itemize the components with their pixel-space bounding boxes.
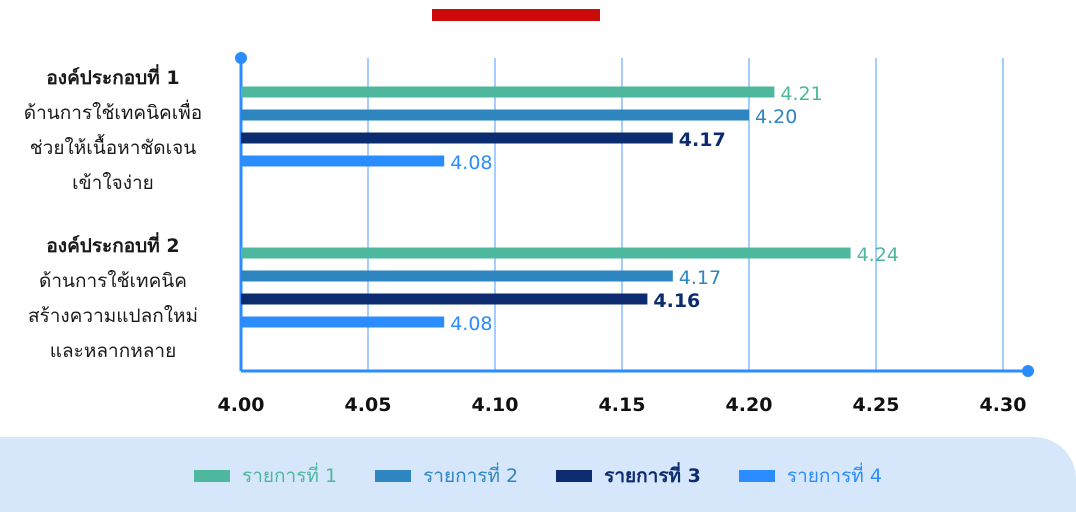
category-label-2: องค์ประกอบที่ 2 ด้านการใช้เทคนิค สร้างคว…	[0, 229, 226, 369]
legend-label-1: รายการที่ 1	[242, 465, 338, 487]
category-label-1: องค์ประกอบที่ 1 ด้านการใช้เทคนิคเพื่อ ช่…	[0, 61, 226, 201]
x-tick-label-4.10: 4.10	[472, 394, 519, 416]
legend-label-3: รายการที่ 3	[604, 465, 701, 487]
category-2-line-1: องค์ประกอบที่ 2	[46, 235, 180, 257]
x-axis-end-dot	[1022, 365, 1034, 377]
bar-series3-cat1	[241, 132, 673, 144]
legend-swatch-3	[556, 470, 593, 482]
bar-series3-cat2	[241, 293, 648, 305]
legend-item-3: รายการที่ 3	[556, 465, 701, 487]
value-label-series2-cat2: 4.17	[679, 267, 721, 289]
bar-series4-cat2	[241, 316, 445, 328]
category-1-line-4: เข้าใจง่าย	[72, 172, 154, 194]
category-2-line-2: ด้านการใช้เทคนิค	[39, 270, 187, 292]
category-2-line-4: และหลากหลาย	[49, 340, 177, 362]
value-label-series4-cat1: 4.08	[450, 152, 492, 174]
category-1-line-3: ช่วยให้เนื้อหาชัดเจน	[29, 137, 197, 159]
x-tick-label-4.30: 4.30	[980, 394, 1027, 416]
category-2-line-3: สร้างความแปลกใหม่	[27, 305, 199, 327]
legend-item-1: รายการที่ 1	[194, 465, 337, 487]
bar-chart: 4.00 4.05 4.10 4.15 4.20 4.25 4.30 4.21 4.24 4.20…	[218, 52, 1034, 416]
value-label-series4-cat2: 4.08	[450, 313, 492, 335]
x-tick-label-4.05: 4.05	[345, 394, 392, 416]
bar-series2-cat1	[241, 109, 749, 121]
legend-row: รายการที่ 1 รายการที่ 2 รายการที่ 3 รายก…	[0, 465, 1076, 487]
legend-swatch-1	[194, 470, 231, 482]
x-tick-label-4.15: 4.15	[599, 394, 646, 416]
title-accent-bar	[432, 9, 600, 21]
value-label-series1-cat1: 4.21	[780, 83, 822, 105]
value-label-series3-cat1: 4.17	[679, 129, 726, 151]
bar-series2-cat2	[241, 270, 673, 282]
x-tick-label-4.00: 4.00	[218, 394, 265, 416]
value-label-series2-cat1: 4.20	[755, 106, 797, 128]
bar-series1-cat1	[241, 86, 775, 98]
legend-item-4: รายการที่ 4	[738, 465, 882, 487]
legend-item-2: รายการที่ 2	[375, 465, 518, 487]
legend-label-4: รายการที่ 4	[786, 465, 882, 487]
legend-swatch-4	[738, 470, 775, 482]
legend-swatch-2	[375, 470, 412, 482]
bar-series1-cat2	[241, 247, 851, 259]
value-label-series3-cat2: 4.16	[653, 290, 700, 312]
x-tick-label-4.20: 4.20	[726, 394, 773, 416]
legend-label-2: รายการที่ 2	[423, 465, 519, 487]
bar-series4-cat1	[241, 155, 445, 167]
category-1-line-1: องค์ประกอบที่ 1	[46, 67, 180, 89]
y-axis-end-dot	[235, 52, 247, 64]
legend: รายการที่ 1 รายการที่ 2 รายการที่ 3 รายก…	[0, 437, 1076, 512]
x-tick-label-4.25: 4.25	[853, 394, 900, 416]
category-1-line-2: ด้านการใช้เทคนิคเพื่อ	[23, 102, 203, 124]
value-label-series1-cat2: 4.24	[857, 244, 899, 266]
